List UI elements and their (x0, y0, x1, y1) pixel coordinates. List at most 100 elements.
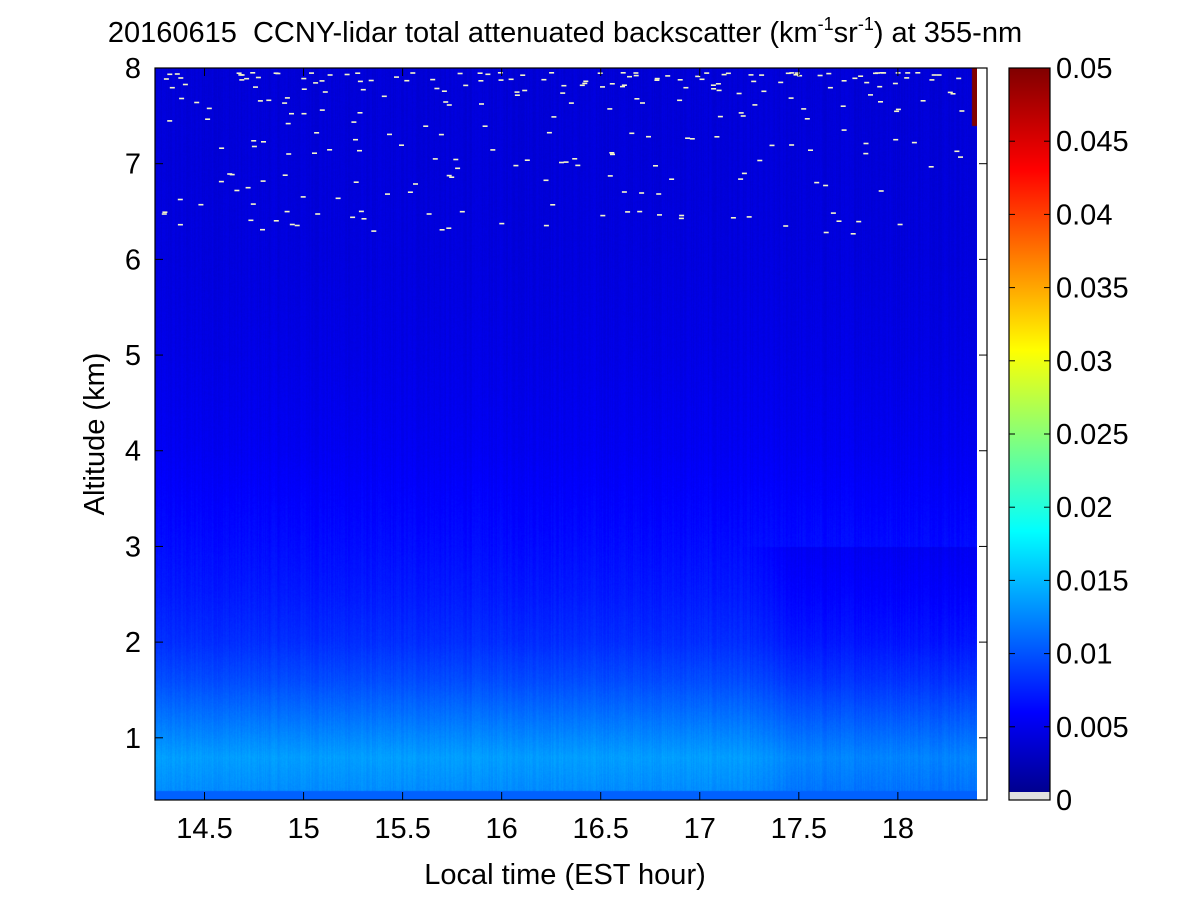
noise-speck (430, 78, 436, 81)
noise-speck (285, 122, 291, 125)
noise-speck (543, 179, 549, 182)
noise-speck (357, 149, 362, 152)
noise-speck (513, 164, 519, 167)
noise-speck (633, 74, 639, 77)
noise-speck (864, 81, 870, 84)
noise-speck (413, 183, 418, 185)
y-tick-label: 5 (125, 340, 141, 372)
noise-speck (514, 91, 520, 93)
heatmap-image (155, 68, 977, 800)
noise-speck (610, 153, 615, 156)
noise-speck (162, 211, 168, 213)
noise-speck (479, 103, 484, 105)
noise-speck (543, 224, 549, 227)
noise-speck (621, 84, 627, 86)
noise-speck (423, 125, 429, 127)
noise-speck (282, 174, 288, 176)
noise-speck (609, 83, 615, 85)
colorbar-tick-label: 0.04 (1056, 199, 1112, 231)
noise-speck (877, 85, 883, 88)
noise-speck (177, 223, 183, 226)
noise-speck (250, 72, 256, 74)
noise-speck (778, 81, 784, 84)
noise-speck (677, 79, 683, 81)
noise-speck (683, 86, 689, 89)
noise-speck (931, 74, 937, 76)
noise-speck (769, 144, 775, 147)
noise-speck (757, 159, 763, 162)
x-tick-label: 15.5 (374, 813, 430, 845)
noise-speck (789, 72, 795, 74)
noise-speck (788, 97, 794, 99)
noise-speck (313, 82, 319, 84)
noise-speck (351, 121, 357, 123)
noise-speck (721, 73, 727, 76)
noise-speck (607, 108, 613, 110)
noise-speck (260, 228, 265, 231)
noise-speck (438, 133, 444, 136)
noise-speck (905, 72, 911, 74)
noise-speck (915, 72, 921, 74)
noise-speck (434, 87, 440, 90)
noise-speck (852, 77, 858, 80)
noise-speck (761, 90, 767, 93)
noise-speck (309, 72, 314, 74)
noise-speck (399, 144, 404, 146)
noise-speck (814, 181, 820, 184)
colorbar-tick-label: 0.025 (1056, 419, 1129, 451)
y-tick-label: 7 (125, 149, 141, 181)
noise-speck (520, 74, 526, 76)
noise-speck (679, 214, 685, 217)
noise-speck (284, 97, 290, 99)
noise-speck (741, 172, 747, 175)
noise-speck (559, 161, 564, 164)
noise-speck (300, 196, 306, 198)
noise-speck (248, 219, 254, 222)
noise-speck (485, 73, 491, 76)
noise-speck (257, 100, 263, 102)
noise-speck (443, 101, 449, 103)
noise-speck (522, 89, 528, 92)
noise-speck (958, 156, 963, 158)
noise-speck (677, 99, 683, 102)
noise-speck (286, 153, 292, 155)
noise-speck (956, 77, 962, 80)
noise-speck (198, 203, 204, 206)
noise-speck (169, 86, 175, 89)
noise-speck (878, 190, 884, 192)
noise-speck (301, 77, 307, 80)
noise-speck (178, 77, 184, 79)
noise-speck (250, 203, 256, 205)
noise-speck (959, 110, 965, 112)
noise-speck (841, 129, 847, 131)
noise-speck (685, 137, 691, 139)
noise-speck (357, 112, 363, 114)
noise-speck (167, 120, 173, 122)
noise-speck (385, 193, 390, 195)
noise-speck (827, 86, 833, 89)
noise-speck (253, 86, 258, 88)
noise-speck (689, 138, 695, 140)
y-axis: 1 2 3 4 5 6 7 8 (125, 53, 987, 755)
noise-speck (498, 79, 504, 81)
noise-speck (823, 231, 829, 234)
noise-speck (453, 158, 459, 161)
noise-speck (794, 72, 800, 74)
noise-speck (236, 72, 242, 74)
noise-speck (582, 82, 588, 85)
noise-speck (654, 77, 660, 80)
noise-speck (381, 95, 387, 98)
colorbar-underflow (1009, 792, 1050, 800)
noise-speck (715, 83, 721, 85)
noise-speck (319, 109, 325, 111)
x-tick-label: 17 (684, 813, 716, 845)
noise-speck (218, 180, 224, 183)
noise-speck (878, 101, 883, 103)
noise-speck (568, 102, 574, 104)
colorbar-tick-label: 0.035 (1056, 273, 1129, 305)
colorbar-tick-label: 0.05 (1056, 53, 1112, 85)
noise-speck (394, 76, 399, 78)
colorbar-gradient (1009, 68, 1050, 792)
noise-speck (261, 141, 266, 143)
noise-speck (669, 178, 675, 180)
